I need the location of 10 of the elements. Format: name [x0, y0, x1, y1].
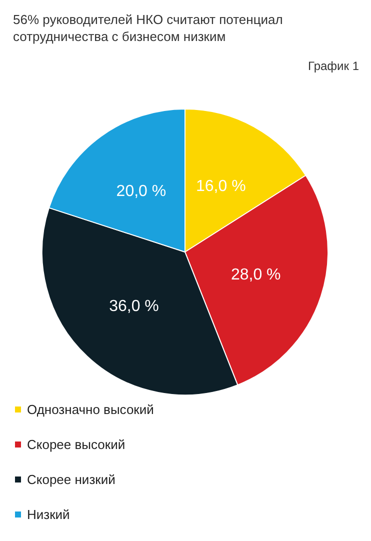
data-label: 36,0 %: [109, 298, 159, 315]
legend-label: Однозначно высокий: [27, 402, 154, 417]
legend-label: Скорее высокий: [27, 437, 126, 452]
data-label: 28,0 %: [230, 266, 281, 284]
text: График 1: [308, 59, 360, 73]
data-label: 20,0 %: [116, 183, 166, 200]
data-label: 16,0 %: [196, 178, 246, 196]
chart-title: 56% руководителей НКО считают потенциал сотрудничества с бизнесом низким: [13, 12, 283, 44]
legend-label: Скорее низкий: [27, 472, 116, 487]
legend-label: Низкий: [27, 507, 70, 522]
